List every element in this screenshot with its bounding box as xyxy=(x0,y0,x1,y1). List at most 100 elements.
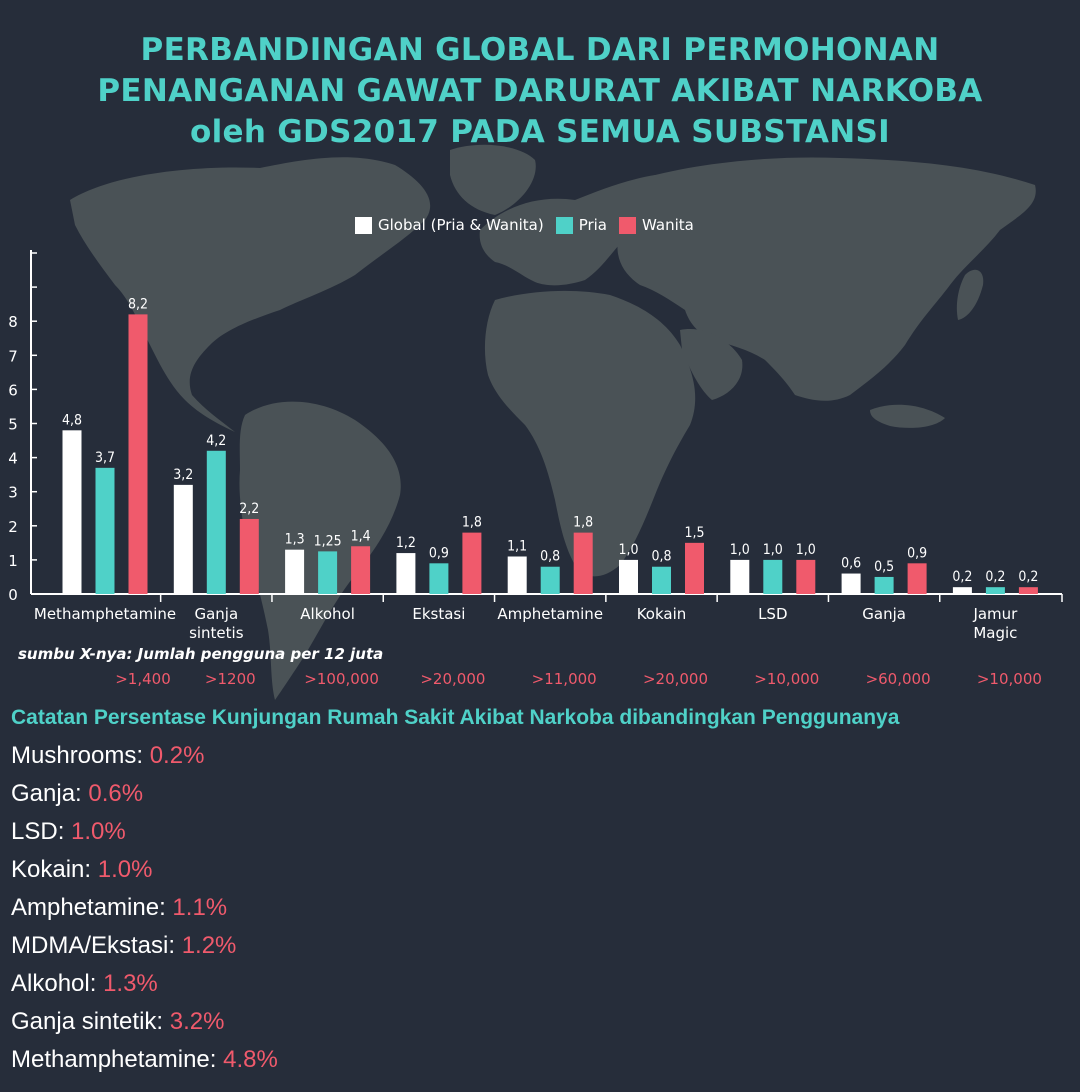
bar-pria xyxy=(985,587,1005,594)
note-item: Methamphetamine: 4.8% xyxy=(11,1046,278,1074)
data-label-global: 0,2 xyxy=(952,569,972,585)
user-count: >100,000 xyxy=(304,670,379,688)
data-label-wanita: 1,5 xyxy=(684,525,704,541)
data-label-wanita: 0,2 xyxy=(1018,569,1038,585)
y-tick-label: 3 xyxy=(8,484,18,502)
user-count: >20,000 xyxy=(642,670,709,688)
legend-label-global: Global (Pria & Wanita) xyxy=(378,216,544,234)
data-label-wanita: 8,2 xyxy=(128,296,148,312)
data-label-pria: 4,2 xyxy=(206,433,226,449)
x-axis-note: sumbu X-nya: Jumlah pengguna per 12 juta xyxy=(18,645,384,663)
category-label: sintetis xyxy=(189,624,244,642)
data-label-pria: 3,7 xyxy=(95,450,115,466)
category-label: Ekstasi xyxy=(412,605,465,623)
note-substance: Methamphetamine: xyxy=(11,1046,224,1073)
bar-wanita xyxy=(239,518,259,594)
data-label-wanita: 1,8 xyxy=(462,515,482,531)
bar-wanita xyxy=(462,532,482,594)
note-substance: LSD: xyxy=(11,818,72,845)
legend-item-global: Global (Pria & Wanita) xyxy=(355,216,544,234)
category-label: Amphetamine xyxy=(497,605,603,623)
user-count: >10,000 xyxy=(754,670,820,688)
category-label: Methamphetamine xyxy=(34,605,176,623)
data-label-global: 4,8 xyxy=(62,412,82,428)
data-label-wanita: 1,8 xyxy=(573,515,593,531)
category-label: Kokain xyxy=(637,605,687,623)
note-percentage: 1.3% xyxy=(103,970,158,997)
bar-pria xyxy=(874,576,894,594)
bar-global xyxy=(507,556,527,594)
data-label-pria: 1,25 xyxy=(314,533,342,549)
note-substance: Amphetamine: xyxy=(11,894,173,921)
user-count: >11,000 xyxy=(531,670,597,688)
chart-title: PERBANDINGAN GLOBAL DARI PERMOHONAN PENA… xyxy=(0,30,1080,153)
y-tick-label: 4 xyxy=(8,450,18,468)
data-label-wanita: 1,0 xyxy=(796,542,816,558)
y-tick-label: 0 xyxy=(8,586,18,604)
bar-global xyxy=(62,430,82,594)
title-line-1: PERBANDINGAN GLOBAL DARI PERMOHONAN xyxy=(140,32,940,68)
y-tick-label: 8 xyxy=(8,313,18,331)
data-label-pria: 0,5 xyxy=(874,559,894,575)
legend-swatch-global xyxy=(355,216,372,234)
bar-wanita xyxy=(351,546,371,594)
bar-global xyxy=(730,559,750,594)
user-count: >60,000 xyxy=(865,670,931,688)
note-item: LSD: 1.0% xyxy=(11,818,126,846)
note-substance: Alkohol: xyxy=(11,970,104,997)
bar-pria xyxy=(540,566,560,594)
category-label: Ganja xyxy=(194,605,238,623)
note-percentage: 0.6% xyxy=(88,780,144,807)
user-count: >1,400 xyxy=(115,670,171,688)
map-africa xyxy=(484,290,696,577)
data-label-wanita: 1,4 xyxy=(351,528,371,544)
y-tick-label: 1 xyxy=(8,552,18,570)
title-line-2: PENANGANAN GAWAT DARURAT AKIBAT NARKOBA xyxy=(97,73,983,109)
map-southeast-asia xyxy=(870,404,945,428)
note-substance: Kokain: xyxy=(11,856,98,883)
notes-title: Catatan Persentase Kunjungan Rumah Sakit… xyxy=(11,706,900,729)
bar-pria xyxy=(318,551,338,594)
data-label-wanita: 2,2 xyxy=(239,501,259,517)
category-label: Magic xyxy=(973,624,1017,642)
note-item: MDMA/Ekstasi: 1.2% xyxy=(11,932,236,960)
y-tick-label: 6 xyxy=(8,381,18,399)
bar-global xyxy=(285,549,305,594)
note-percentage: 0.2% xyxy=(149,742,205,769)
legend-label-pria: Pria xyxy=(578,216,607,234)
map-north-america xyxy=(70,157,431,433)
bar-pria xyxy=(206,450,226,594)
legend: Global (Pria & Wanita) Pria Wanita xyxy=(355,214,706,236)
data-label-global: 1,0 xyxy=(730,542,750,558)
data-label-global: 1,0 xyxy=(618,542,638,558)
category-label: Jamur xyxy=(972,605,1018,623)
note-item: Alkohol: 1.3% xyxy=(11,970,158,998)
data-label-wanita: 0,9 xyxy=(907,545,927,561)
map-arabia xyxy=(680,329,743,400)
bar-wanita xyxy=(573,532,593,594)
note-percentage: 4.8% xyxy=(223,1046,278,1073)
note-item: Amphetamine: 1.1% xyxy=(11,894,227,922)
note-item: Kokain: 1.0% xyxy=(11,856,152,884)
legend-swatch-pria xyxy=(555,216,573,234)
legend-item-pria: Pria xyxy=(555,216,607,234)
data-label-global: 1,2 xyxy=(396,535,416,551)
note-percentage: 1.0% xyxy=(97,856,153,883)
bar-global xyxy=(619,559,638,594)
bar-pria xyxy=(429,563,449,594)
y-tick-label: 2 xyxy=(8,518,18,536)
user-count: >10,000 xyxy=(976,670,1042,688)
data-label-pria: 0,2 xyxy=(985,569,1005,585)
bar-global xyxy=(396,553,416,594)
map-south-america xyxy=(239,401,401,700)
bar-wanita xyxy=(685,542,704,594)
data-label-global: 3,2 xyxy=(173,467,193,483)
note-percentage: 1.2% xyxy=(181,932,237,959)
bar-wanita xyxy=(1018,587,1038,594)
bar-chart: 0 1 2 3 4 5 6 7 8 4,8 3,7 8,2 Methamphetamine 3,2 4,2 2… xyxy=(8,250,1063,642)
user-count: >20,000 xyxy=(420,670,486,688)
data-label-global: 0,6 xyxy=(841,556,861,572)
user-count: >1200 xyxy=(204,670,256,688)
bar-global xyxy=(952,587,972,594)
bar-pria xyxy=(763,559,783,594)
